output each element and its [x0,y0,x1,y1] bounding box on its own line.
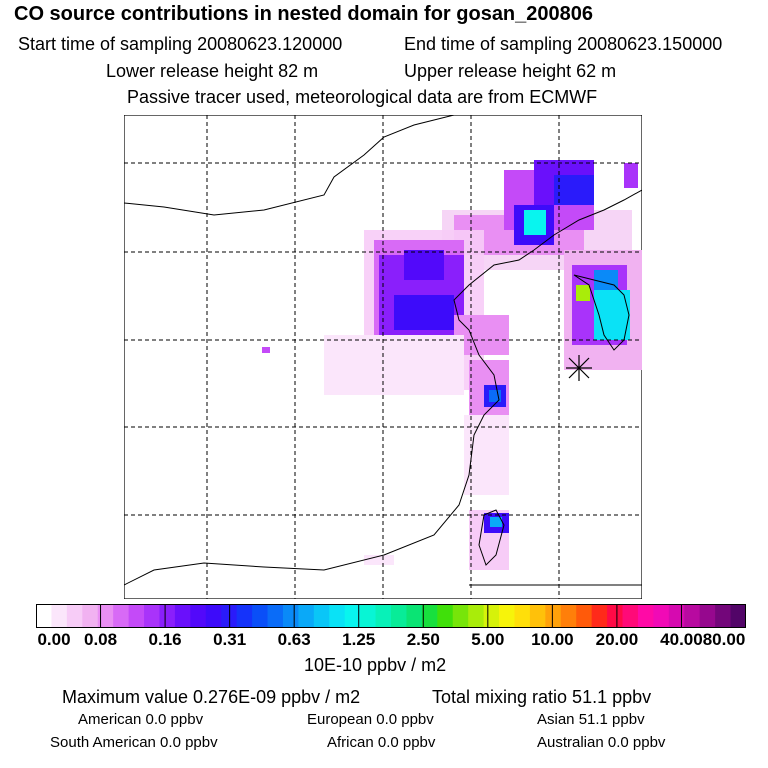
colorbar-swatch [391,604,407,628]
colorbar-swatch [174,604,191,628]
south-american-value: South American 0.0 ppbv [50,734,218,751]
colorbar-tick-label: 0.08 [83,630,118,649]
start-time-label: Start time of sampling 20080623.120000 [18,34,343,54]
colorbar-tick-label: 80.00 [702,630,746,649]
colorbar-tick-label: 0.31 [213,630,247,649]
grid-lines [124,115,642,599]
asian-value: Asian 51.1 ppbv [537,711,645,728]
colorbar-swatch [684,604,701,628]
colorbar-swatch [236,604,253,628]
plume-field [262,160,642,570]
colorbar-swatch [190,604,207,628]
australian-value: Australian 0.0 ppbv [537,734,666,751]
colorbar-swatch [622,604,639,628]
colorbar-swatch [406,604,423,628]
colorbar-tick-label: 2.50 [406,630,440,649]
colorbar-swatch [82,604,99,628]
colorbar [35,604,747,628]
colorbar-swatch [329,604,346,628]
colorbar-swatch [653,604,670,628]
colorbar-swatch [529,604,546,628]
colorbar-swatch [468,604,485,628]
colorbar-swatch [607,604,624,628]
african-value: African 0.0 ppbv [327,734,436,751]
colorbar-swatch [699,604,716,628]
colorbar-unit: 10E-10 ppbv / m2 [304,655,447,675]
colorbar-swatch [668,604,685,628]
colorbar-swatch [560,604,577,628]
colorbar-tick-label: 5.00 [471,630,505,649]
colorbar-swatch [514,604,531,628]
colorbar-swatch [313,604,330,628]
colorbar-swatch [36,604,52,628]
colorbar-swatch [298,604,315,628]
colorbar-swatch [267,604,284,628]
colorbar-swatch [144,604,160,628]
colorbar-swatch [452,604,469,628]
colorbar-tick-label: 0.63 [277,630,311,649]
colorbar-swatch [499,604,515,628]
colorbar-swatch [437,604,454,628]
colorbar-swatch [375,604,392,628]
upper-release-label: Upper release height 62 m [404,61,617,81]
colorbar-tick-label: 0.00 [37,630,71,649]
colorbar-tick-label: 20.00 [595,630,639,649]
receptor-star-icon [566,355,592,381]
colorbar-swatch [344,604,361,628]
colorbar-swatch [576,604,593,628]
colorbar-tick-label: 1.25 [342,630,376,649]
colorbar-swatch [715,604,732,628]
colorbar-swatch [205,604,222,628]
colorbar-frame [36,604,746,628]
end-time-label: End time of sampling 20080623.150000 [404,34,723,54]
colorbar-swatches [35,604,747,628]
colorbar-swatch [545,604,562,628]
colorbar-swatch [421,604,438,628]
colorbar-swatch [97,604,114,628]
max-value-label: Maximum value 0.276E-09 ppbv / m2 [62,687,361,707]
european-value: European 0.0 ppbv [307,711,434,728]
colorbar-swatch [637,604,654,628]
lower-release-label: Lower release height 82 m [106,61,319,81]
colorbar-swatch [282,604,299,628]
colorbar-tick-label: 0.16 [148,630,182,649]
american-value: American 0.0 ppbv [78,711,204,728]
colorbar-swatch [730,604,747,628]
tracer-note: Passive tracer used, meteorological data… [127,87,598,107]
total-mixing-label: Total mixing ratio 51.1 ppbv [432,687,652,707]
colorbar-swatch [591,604,608,628]
colorbar-swatch [51,604,68,628]
colorbar-swatch [113,604,130,628]
colorbar-tick-label: 40.00 [660,630,703,649]
plot-title: CO source contributions in nested domain… [14,3,594,25]
colorbar-swatch [66,604,83,628]
colorbar-swatch [483,604,500,628]
concentration-map [124,115,642,599]
colorbar-swatch [360,604,377,628]
colorbar-swatch [252,604,269,628]
coastlines [124,115,642,586]
colorbar-swatch [159,604,176,628]
colorbar-swatch [128,604,145,628]
colorbar-tick-label: 10.00 [531,630,574,649]
